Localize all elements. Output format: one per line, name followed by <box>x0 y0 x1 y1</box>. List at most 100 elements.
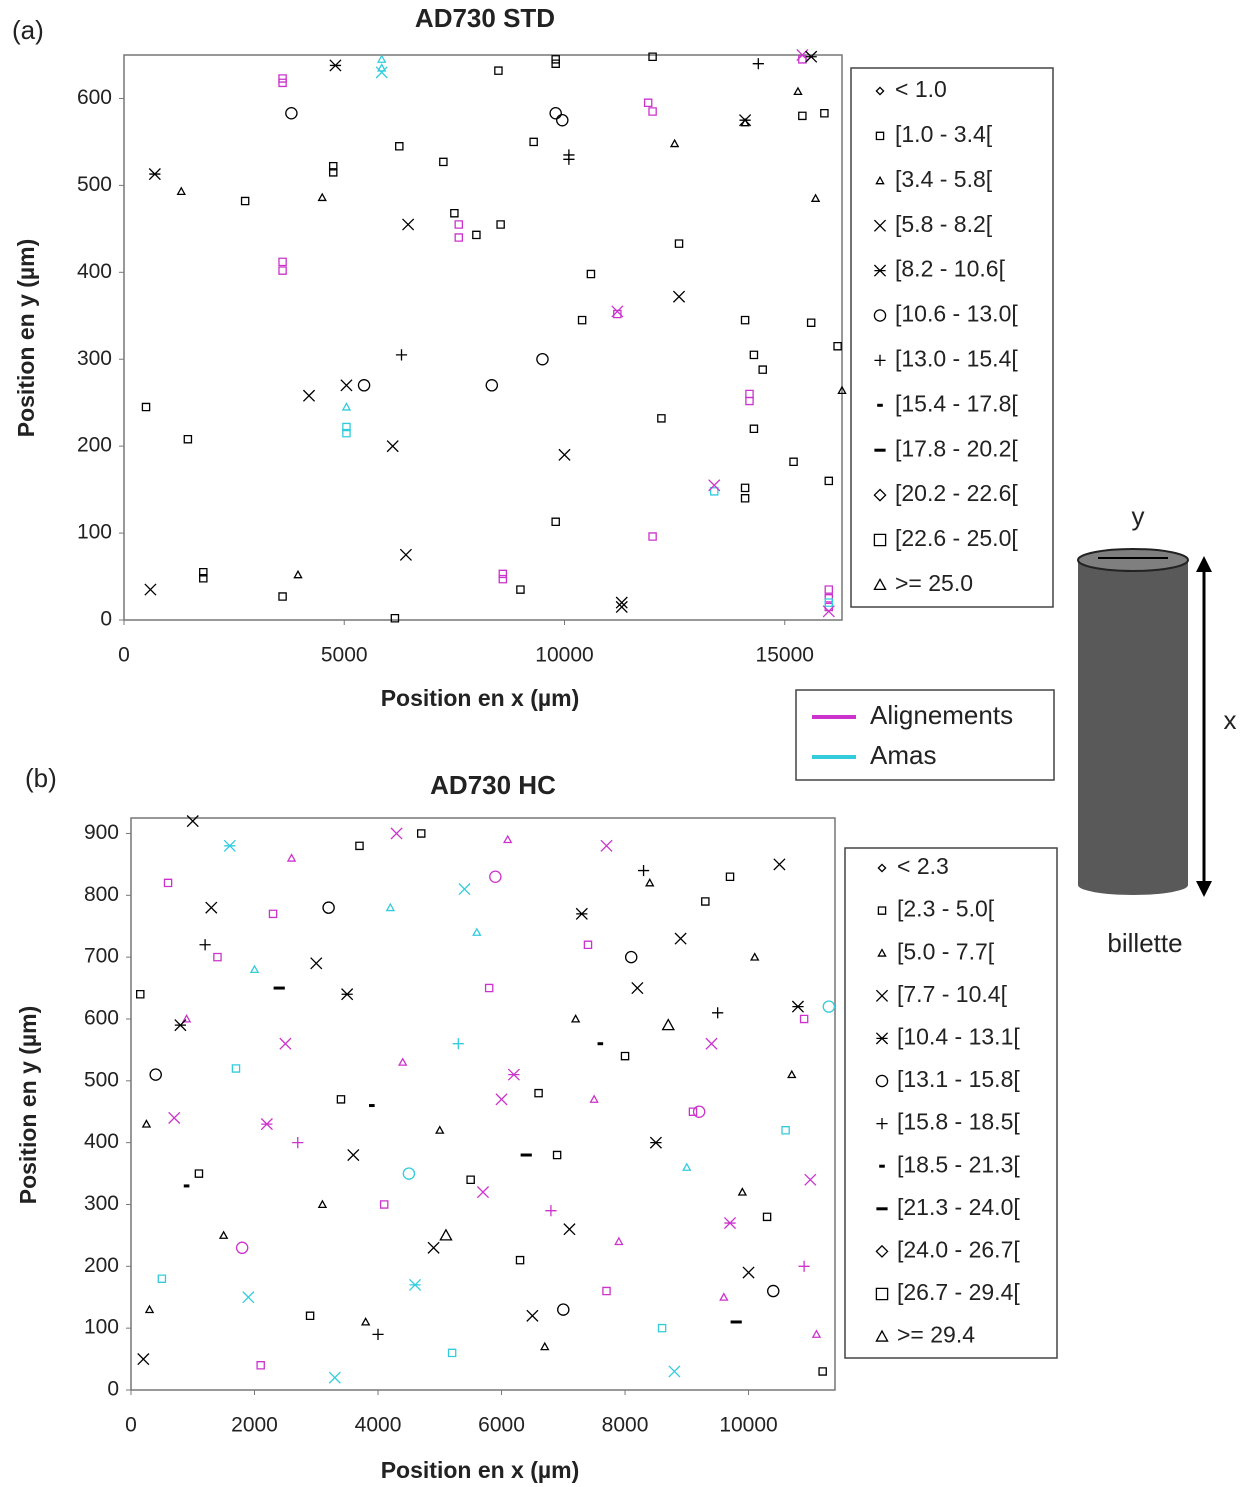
point <box>355 841 364 851</box>
point <box>472 230 481 240</box>
point <box>614 1236 624 1246</box>
x-tick-label: 8000 <box>602 1414 649 1437</box>
legend-marker <box>873 488 887 502</box>
point <box>336 1095 346 1104</box>
y-tick-label: 700 <box>84 945 119 968</box>
legend-label: [5.8 - 8.2[ <box>895 211 993 237</box>
point <box>529 137 538 147</box>
point <box>144 583 157 596</box>
point <box>631 981 644 995</box>
point <box>447 1348 457 1358</box>
y-tick-label: 100 <box>84 1316 119 1339</box>
point <box>157 1274 167 1283</box>
point <box>752 58 764 70</box>
point <box>551 55 560 64</box>
point <box>586 269 596 279</box>
point <box>454 233 464 242</box>
point <box>712 1007 724 1019</box>
point <box>496 220 505 229</box>
point <box>213 952 222 962</box>
point <box>556 114 569 127</box>
point <box>615 600 628 614</box>
point <box>199 567 208 577</box>
point <box>439 1228 453 1241</box>
legend-label: [7.7 - 10.4[ <box>897 981 1008 1007</box>
point <box>466 1175 475 1184</box>
point <box>789 457 798 467</box>
x-tick-label: 0 <box>125 1414 137 1437</box>
legend-label: [22.6 - 25.0[ <box>895 525 1018 551</box>
chart-title: AD730 STD <box>415 3 555 33</box>
point <box>205 901 218 914</box>
point <box>450 208 459 218</box>
x-tick-label: 5000 <box>321 644 368 667</box>
point <box>557 1303 570 1316</box>
point <box>310 957 323 970</box>
point <box>570 1014 581 1023</box>
point <box>409 1278 422 1291</box>
legend-marker <box>875 1244 889 1258</box>
legend-label: [13.0 - 15.4[ <box>895 345 1018 371</box>
point <box>385 902 396 912</box>
point <box>218 1230 229 1239</box>
y-tick-label: 600 <box>84 1007 119 1030</box>
legend-label: [20.2 - 22.6[ <box>895 480 1018 506</box>
point <box>649 1136 662 1149</box>
point <box>278 74 287 83</box>
point <box>577 315 587 325</box>
point <box>824 476 834 486</box>
legend-marker <box>877 863 887 873</box>
legend-label: [26.7 - 29.4[ <box>897 1279 1020 1305</box>
legend-label: < 1.0 <box>895 76 947 102</box>
y-tick-label: 0 <box>107 1378 119 1401</box>
point <box>682 1162 692 1171</box>
cylinder-bottom <box>1078 875 1188 895</box>
point <box>837 385 847 395</box>
legend-label: [1.0 - 3.4[ <box>895 121 993 147</box>
y-tick-label: 300 <box>84 1192 119 1215</box>
point <box>611 305 624 318</box>
point <box>602 1286 611 1296</box>
point <box>545 1205 557 1217</box>
point <box>648 532 657 541</box>
legend-marker <box>875 86 885 96</box>
point <box>278 592 287 601</box>
y-tick-label: 100 <box>77 521 112 544</box>
point <box>563 153 575 165</box>
point <box>399 548 412 561</box>
point <box>507 1068 520 1081</box>
point <box>526 1309 539 1322</box>
point <box>293 569 303 579</box>
point <box>268 909 278 919</box>
point <box>416 829 426 838</box>
point <box>199 574 208 583</box>
x-axis-title: Position en x (µm) <box>381 1457 580 1483</box>
point <box>260 1118 273 1131</box>
legend-marker <box>875 1032 889 1045</box>
point <box>708 479 721 492</box>
point <box>495 1093 508 1106</box>
point <box>820 108 829 118</box>
point <box>390 827 403 840</box>
point <box>181 1014 192 1023</box>
point <box>328 168 338 177</box>
point <box>278 266 287 275</box>
legend-label: [15.4 - 17.8[ <box>895 390 1018 416</box>
point <box>302 389 316 402</box>
y-axis-title: Position en y (µm) <box>15 1006 41 1205</box>
legend-label: [13.1 - 15.8[ <box>897 1066 1020 1092</box>
point <box>341 988 354 1001</box>
cylinder-body <box>1078 560 1188 885</box>
point <box>485 379 499 392</box>
point <box>357 379 371 392</box>
point <box>454 220 464 229</box>
point <box>669 138 680 148</box>
plot-area <box>130 817 836 1391</box>
point <box>472 927 482 936</box>
y-tick-label: 800 <box>84 883 119 906</box>
point <box>719 1292 729 1301</box>
legend-marker <box>875 989 889 1002</box>
legend-box <box>844 847 1058 1359</box>
legend-label: [10.4 - 13.1[ <box>897 1023 1020 1049</box>
point <box>395 349 408 361</box>
